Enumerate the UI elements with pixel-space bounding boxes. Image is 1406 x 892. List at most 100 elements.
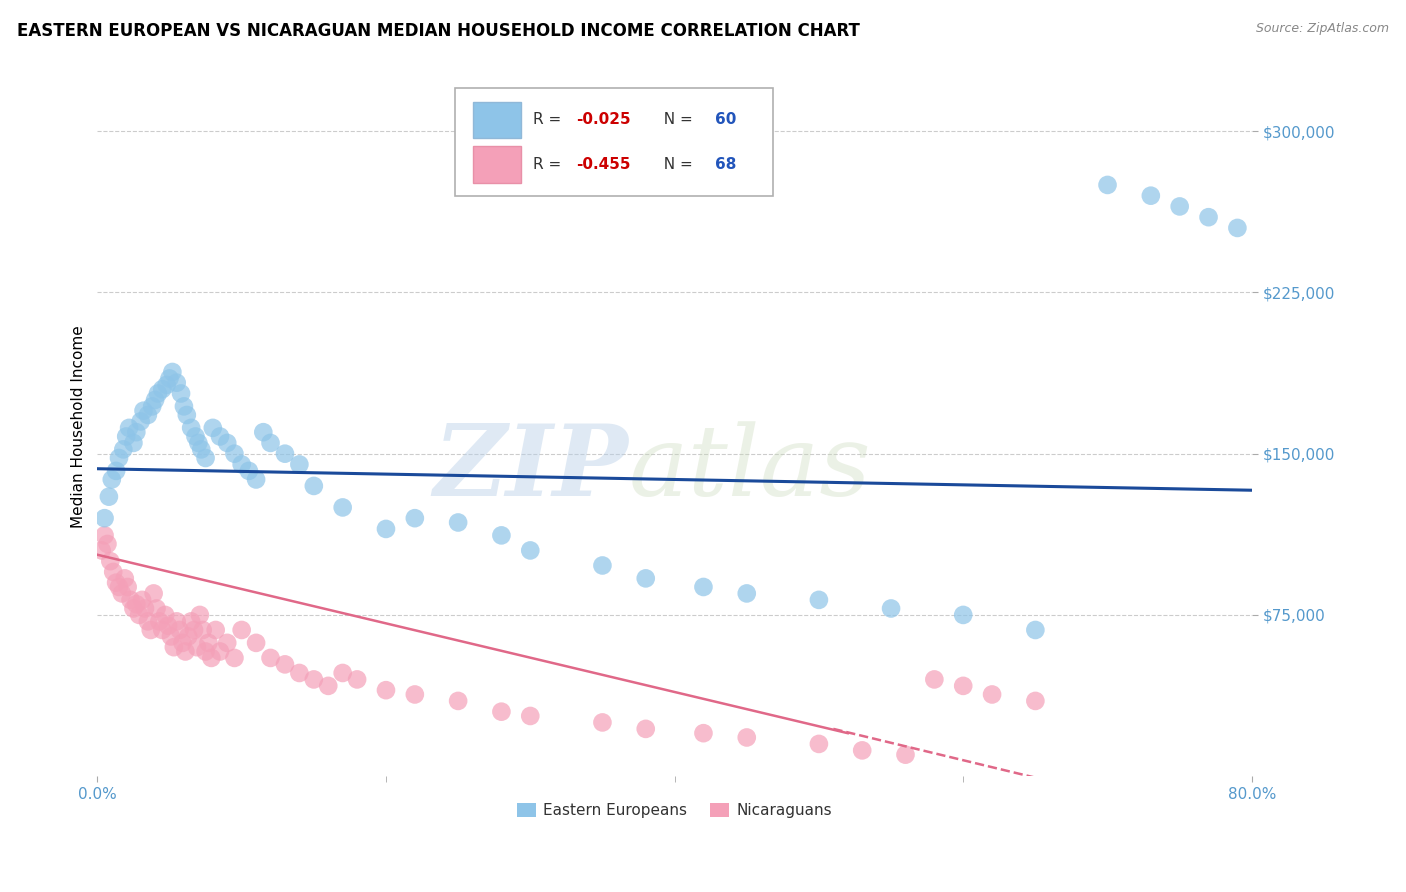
Point	[238, 464, 260, 478]
Point	[157, 618, 180, 632]
Point	[519, 709, 541, 723]
Text: EASTERN EUROPEAN VS NICARAGUAN MEDIAN HOUSEHOLD INCOME CORRELATION CHART: EASTERN EUROPEAN VS NICARAGUAN MEDIAN HO…	[17, 22, 859, 40]
Point	[807, 737, 830, 751]
Point	[952, 679, 974, 693]
Point	[692, 726, 714, 740]
Point	[112, 442, 135, 457]
Point	[447, 694, 470, 708]
Point	[180, 421, 202, 435]
Point	[120, 593, 142, 607]
Point	[231, 458, 253, 472]
Point	[169, 623, 191, 637]
Text: 68: 68	[716, 157, 737, 172]
Point	[160, 629, 183, 643]
Point	[125, 597, 148, 611]
Point	[188, 607, 211, 622]
Point	[114, 571, 136, 585]
Point	[153, 607, 176, 622]
Point	[981, 688, 1004, 702]
Point	[190, 442, 212, 457]
Point	[316, 679, 339, 693]
Point	[98, 554, 121, 568]
Point	[851, 743, 873, 757]
Point	[245, 473, 267, 487]
Point	[105, 464, 128, 478]
Point	[187, 436, 209, 450]
Point	[217, 636, 239, 650]
Point	[162, 365, 184, 379]
Text: Source: ZipAtlas.com: Source: ZipAtlas.com	[1256, 22, 1389, 36]
Point	[177, 629, 200, 643]
Point	[259, 651, 281, 665]
Point	[197, 636, 219, 650]
Point	[591, 558, 613, 573]
Y-axis label: Median Household Income: Median Household Income	[72, 326, 86, 528]
Point	[201, 421, 224, 435]
Point	[96, 537, 118, 551]
Point	[302, 479, 325, 493]
Point	[924, 673, 946, 687]
Point	[172, 636, 194, 650]
Point	[186, 640, 208, 655]
Point	[224, 447, 246, 461]
Point	[224, 651, 246, 665]
Point	[332, 500, 354, 515]
Point	[519, 543, 541, 558]
Point	[1097, 178, 1119, 192]
Point	[288, 458, 311, 472]
FancyBboxPatch shape	[472, 146, 522, 183]
Point	[170, 386, 193, 401]
Point	[145, 601, 167, 615]
Point	[1226, 221, 1249, 235]
Point	[118, 421, 141, 435]
Point	[252, 425, 274, 440]
Point	[146, 386, 169, 401]
Point	[200, 651, 222, 665]
Point	[93, 528, 115, 542]
Point	[134, 601, 156, 615]
Point	[1024, 694, 1046, 708]
Text: atlas: atlas	[628, 421, 872, 516]
Point	[122, 436, 145, 450]
Point	[1168, 199, 1191, 213]
Point	[174, 644, 197, 658]
Point	[807, 593, 830, 607]
Point	[208, 429, 231, 443]
Point	[191, 623, 214, 637]
Point	[142, 586, 165, 600]
Point	[447, 516, 470, 530]
Text: N =: N =	[654, 112, 697, 128]
Point	[141, 400, 163, 414]
Point	[183, 623, 205, 637]
Text: R =: R =	[533, 157, 565, 172]
Point	[274, 447, 297, 461]
Point	[404, 511, 426, 525]
Point	[491, 705, 513, 719]
Point	[129, 414, 152, 428]
Point	[108, 450, 131, 465]
Point	[735, 731, 758, 745]
Point	[148, 615, 170, 629]
Point	[1024, 623, 1046, 637]
Point	[194, 450, 217, 465]
Point	[491, 528, 513, 542]
Point	[302, 673, 325, 687]
Point	[288, 665, 311, 680]
FancyBboxPatch shape	[472, 102, 522, 138]
Text: -0.025: -0.025	[576, 112, 631, 128]
Text: 60: 60	[716, 112, 737, 128]
Point	[404, 688, 426, 702]
Point	[139, 623, 162, 637]
Point	[735, 586, 758, 600]
Point	[136, 408, 159, 422]
Point	[692, 580, 714, 594]
Point	[150, 382, 173, 396]
Point	[952, 607, 974, 622]
Point	[375, 522, 398, 536]
FancyBboxPatch shape	[456, 88, 773, 196]
Point	[156, 377, 179, 392]
Point	[375, 683, 398, 698]
Legend: Eastern Europeans, Nicaraguans: Eastern Europeans, Nicaraguans	[512, 797, 838, 824]
Point	[173, 400, 195, 414]
Point	[101, 473, 124, 487]
